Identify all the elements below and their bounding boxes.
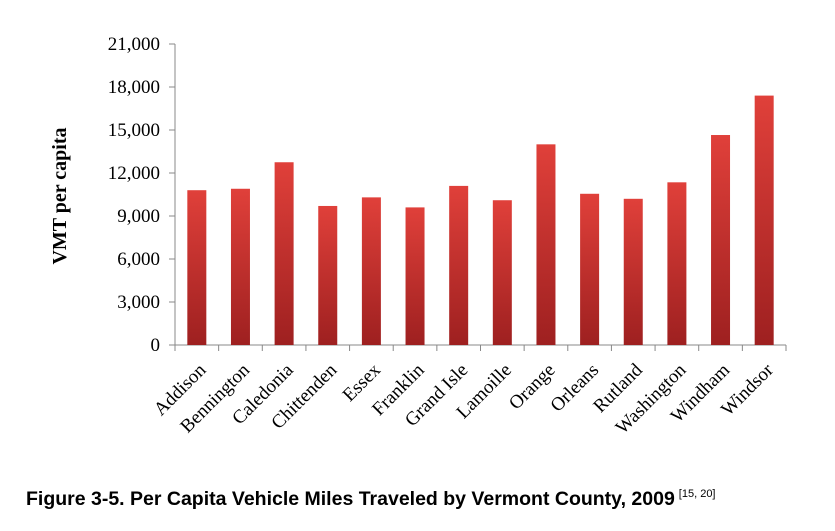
y-tick-label: 6,000 xyxy=(117,249,160,270)
bar-orange xyxy=(536,144,556,345)
bar-grand-isle xyxy=(449,185,469,345)
bar-chart: VMT per capita 0 3,000 6,000 9,000 12,000 15,… xyxy=(49,34,787,438)
caption-reference: [15, 20] xyxy=(678,488,716,500)
bar-franklin xyxy=(405,207,425,345)
y-tick-label: 21,000 xyxy=(108,34,160,55)
y-axis: 0 3,000 6,000 9,000 12,000 15,000 18,000 21,000 xyxy=(108,34,787,356)
y-axis-label: VMT per capita xyxy=(49,127,71,264)
bar-bennington xyxy=(230,188,250,345)
bar-addison xyxy=(187,190,207,345)
bar-caledonia xyxy=(274,162,294,345)
bar-rutland xyxy=(623,198,643,345)
bar-essex xyxy=(361,197,381,345)
y-tick-label: 9,000 xyxy=(117,206,160,227)
caption-text: Figure 3-5. Per Capita Vehicle Miles Tra… xyxy=(26,488,675,510)
bar-chittenden xyxy=(318,205,338,345)
x-axis-labels: AddisonBenningtonCaledoniaChittendenEsse… xyxy=(150,359,778,438)
y-tick-label: 18,000 xyxy=(108,77,160,98)
y-tick-label: 15,000 xyxy=(108,120,160,141)
bars-group xyxy=(187,95,774,345)
bar-lamoille xyxy=(492,200,512,345)
bar-orleans xyxy=(580,193,600,345)
figure-caption: Figure 3-5. Per Capita Vehicle Miles Tra… xyxy=(26,488,835,511)
bar-windham xyxy=(711,135,731,345)
bar-washington xyxy=(667,182,687,345)
y-tick-label: 0 xyxy=(151,335,161,356)
y-tick-label: 3,000 xyxy=(117,292,160,313)
bar-windsor xyxy=(754,95,774,345)
y-tick-label: 12,000 xyxy=(108,163,160,184)
